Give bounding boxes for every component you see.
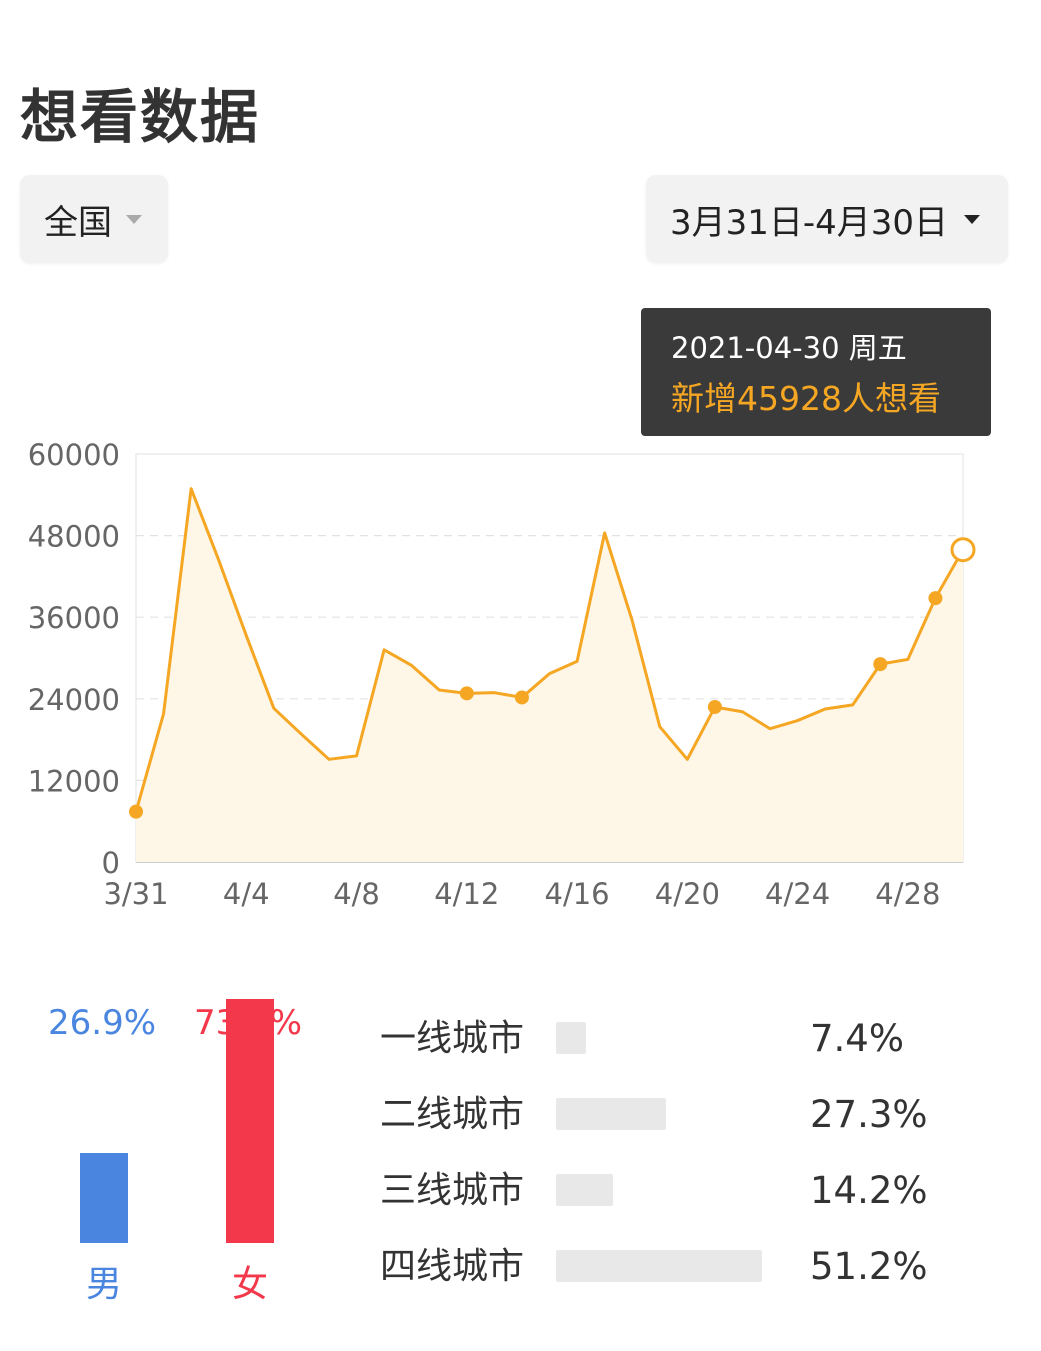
tooltip-value: 新增45928人想看 xyxy=(671,379,941,418)
city-tier-percent: 7.4% xyxy=(810,1017,904,1060)
region-dropdown-label: 全国 xyxy=(44,202,112,243)
city-tier-label: 一线城市 xyxy=(380,1018,525,1059)
city-tier-label: 三线城市 xyxy=(380,1170,525,1211)
date-range-label: 3月31日-4月30日 xyxy=(670,202,949,243)
male-bar xyxy=(80,1153,128,1243)
city-tier-percent: 27.3% xyxy=(810,1093,928,1136)
x-tick-label: 4/12 xyxy=(434,877,499,911)
selected-data-point xyxy=(950,537,976,563)
city-tier-bar xyxy=(556,1098,666,1130)
x-tick-label: 4/8 xyxy=(333,877,380,911)
city-row: 一线城市 7.4% xyxy=(380,1014,1000,1064)
x-tick-label: 4/20 xyxy=(655,877,720,911)
series-line xyxy=(134,487,965,813)
x-tick-label: 4/28 xyxy=(875,877,940,911)
city-row: 三线城市 14.2% xyxy=(380,1166,1000,1216)
city-tier-label: 二线城市 xyxy=(380,1094,525,1135)
city-tier-bar xyxy=(556,1022,586,1054)
y-tick-label: 36000 xyxy=(28,601,120,635)
chevron-down-icon xyxy=(964,214,981,224)
data-point xyxy=(129,804,143,819)
region-dropdown[interactable]: 全国 xyxy=(20,175,168,263)
female-label: 女 xyxy=(232,1264,269,1305)
data-point xyxy=(459,686,474,701)
male-label: 男 xyxy=(86,1264,123,1305)
data-point xyxy=(928,591,943,606)
y-tick-label: 24000 xyxy=(28,683,120,717)
city-row: 四线城市 51.2% xyxy=(380,1242,1000,1292)
city-tier-bar xyxy=(556,1250,762,1282)
y-tick-label: 0 xyxy=(102,846,120,880)
page-title: 想看数据 xyxy=(20,83,261,151)
y-tick-label: 48000 xyxy=(28,520,120,554)
date-range-dropdown[interactable]: 3月31日-4月30日 xyxy=(646,175,1008,263)
city-tier-percent: 14.2% xyxy=(810,1169,928,1212)
female-bar xyxy=(226,999,274,1243)
x-tick-label: 3/31 xyxy=(103,877,168,911)
city-row: 二线城市 27.3% xyxy=(380,1090,1000,1140)
male-percent: 26.9% xyxy=(48,1003,157,1043)
x-tick-label: 4/24 xyxy=(765,877,830,911)
y-tick-label: 60000 xyxy=(28,438,120,472)
city-tier-percent: 51.2% xyxy=(810,1245,928,1288)
data-point xyxy=(873,657,888,672)
x-tick-label: 4/4 xyxy=(223,877,270,911)
chevron-down-icon xyxy=(126,214,142,224)
city-tier-bar xyxy=(556,1174,614,1206)
chart-tooltip: 2021-04-30 周五 新增45928人想看 xyxy=(641,308,991,436)
tooltip-date: 2021-04-30 周五 xyxy=(671,331,907,365)
data-point xyxy=(707,699,722,714)
y-tick-label: 12000 xyxy=(28,764,120,798)
city-tier-label: 四线城市 xyxy=(380,1246,525,1287)
x-tick-label: 4/16 xyxy=(545,877,610,911)
data-point xyxy=(514,690,529,705)
want-to-watch-chart[interactable]: 0 12000 24000 36000 48000 60000 3/31 4/4 4/8 4/12… xyxy=(0,430,1041,920)
